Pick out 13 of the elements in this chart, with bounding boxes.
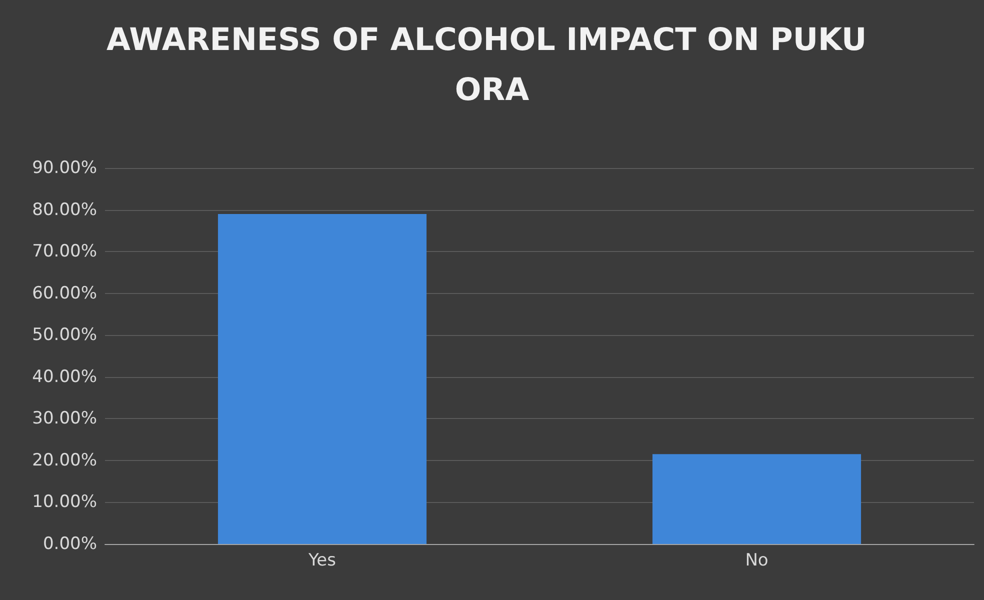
y-tick-label: 50.00% <box>32 325 97 346</box>
x-tick-label: Yes <box>308 550 336 570</box>
y-tick-label: 90.00% <box>32 158 97 178</box>
y-tick-label: 20.00% <box>32 450 97 470</box>
y-tick-label: 80.00% <box>32 200 97 220</box>
x-tick-label: No <box>745 550 768 570</box>
y-tick-label: 0.00% <box>42 534 97 554</box>
chart-title: AWARENESS OF ALCOHOL IMPACT ON PUKU ORA <box>106 22 878 108</box>
y-tick-label: 40.00% <box>32 366 97 387</box>
y-tick-label: 60.00% <box>32 283 97 304</box>
y-tick-label: 30.00% <box>32 408 97 429</box>
y-tick-label: 70.00% <box>32 242 97 262</box>
y-tick-label: 10.00% <box>32 492 97 512</box>
